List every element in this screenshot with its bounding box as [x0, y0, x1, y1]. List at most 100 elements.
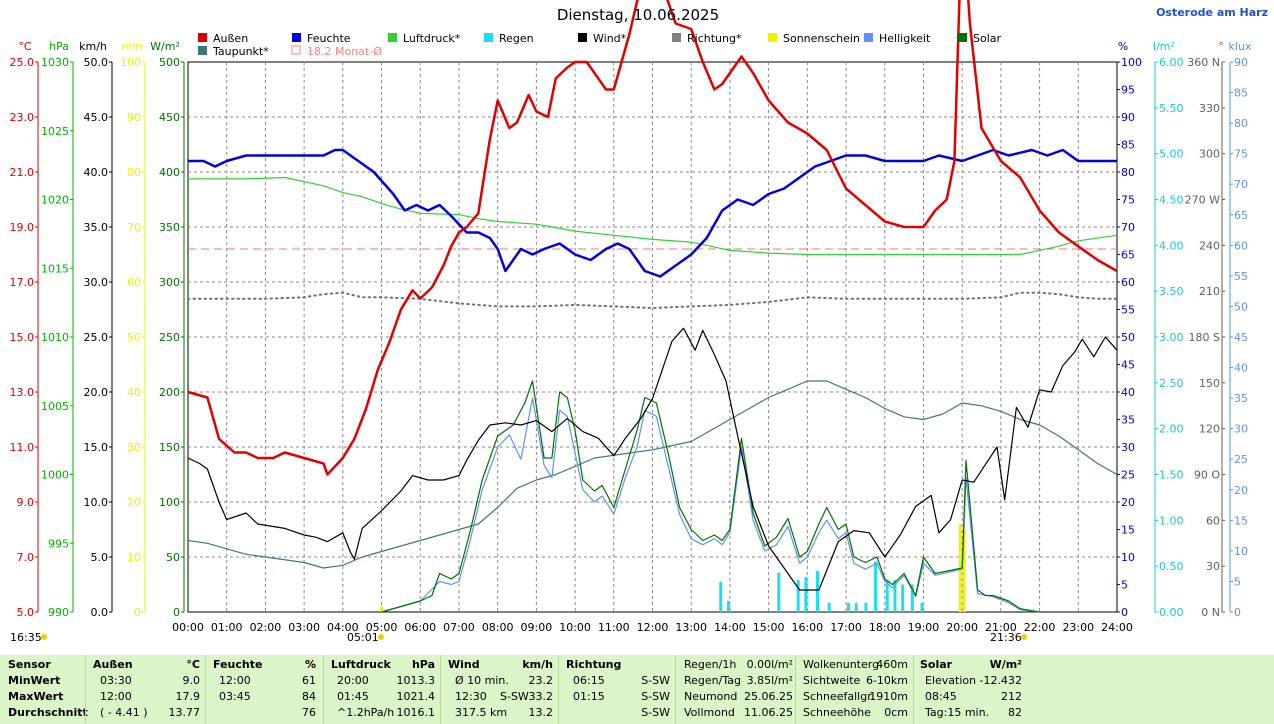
- stats-cell: 13.2: [528, 706, 554, 719]
- stats-cell: 01:15: [573, 690, 605, 703]
- stats-cell: 12:00: [100, 690, 132, 703]
- stats-divider: [85, 655, 86, 724]
- dir-tick-label: 270 W: [1185, 194, 1220, 207]
- dir-tick-label: 150: [1199, 377, 1220, 390]
- stats-cell: S-SW: [641, 674, 670, 687]
- press-tick-label: 1015: [41, 262, 69, 275]
- rain-tick-label: 6.00: [1159, 56, 1184, 69]
- lux-tick-label: 35: [1234, 392, 1248, 405]
- hum-tick-label: 35: [1121, 414, 1135, 427]
- series-line-helligkeit: [381, 397, 1040, 613]
- sun-tick-label: 40: [127, 386, 141, 399]
- stats-cell: 1910m: [869, 690, 908, 703]
- stats-cell: Schneehöhe: [803, 706, 871, 719]
- hum-tick-label: 75: [1121, 194, 1135, 207]
- hum-tick-label: 90: [1121, 111, 1135, 124]
- legend-label: Helligkeit: [879, 32, 931, 45]
- legend-label: Feuchte: [307, 32, 351, 45]
- legend-swatch: [291, 45, 301, 55]
- wind-tick-label: 45.0: [84, 111, 109, 124]
- stats-cell: Elevation: [925, 674, 977, 687]
- stats-cell: ^1.2hPa/h: [337, 706, 395, 719]
- dir-tick-label: 360 N: [1187, 56, 1220, 69]
- wind-tick-label: 10.0: [84, 496, 109, 509]
- dir-tick-label: 0 N: [1201, 606, 1220, 619]
- stats-cell: 17.9: [175, 690, 201, 703]
- legend-label: Wind*: [593, 32, 627, 45]
- stats-cell: Solar: [920, 658, 953, 671]
- time-tick-label: 07:00: [443, 621, 475, 634]
- stats-cell: Außen: [93, 658, 133, 671]
- legend-swatch: [198, 33, 207, 42]
- wind-tick-label: 15.0: [84, 441, 109, 454]
- sun-tick-label: 30: [127, 441, 141, 454]
- dir-axis-unit: °: [1218, 40, 1224, 53]
- hum-tick-label: 85: [1121, 139, 1135, 152]
- wind-axis-unit: km/h: [79, 40, 107, 53]
- rain-bar: [910, 584, 914, 612]
- station-name[interactable]: Osterode am Harz: [1156, 6, 1268, 19]
- temp-tick-label: 17.0: [10, 276, 35, 289]
- hum-tick-label: 30: [1121, 441, 1135, 454]
- temp-tick-label: 5.0: [17, 606, 35, 619]
- hum-tick-label: 45: [1121, 359, 1135, 372]
- legend-label: Taupunkt*: [212, 45, 269, 58]
- rain-tick-label: 0.50: [1159, 560, 1184, 573]
- time-tick-label: 05:00: [366, 621, 398, 634]
- solar-tick-label: 0: [173, 606, 180, 619]
- lux-tick-label: 75: [1234, 148, 1248, 161]
- lux-tick-label: 20: [1234, 484, 1248, 497]
- lux-tick-label: 45: [1234, 331, 1248, 344]
- time-tick-label: 02:00: [250, 621, 282, 634]
- time-tick-label: 17:00: [830, 621, 862, 634]
- sunshine-bar: [380, 606, 384, 612]
- lux-tick-label: 55: [1234, 270, 1248, 283]
- solar-axis-unit: W/m²: [150, 40, 180, 53]
- stats-cell: 460m: [876, 658, 908, 671]
- rain-tick-label: 3.50: [1159, 285, 1184, 298]
- legend: Außen Feuchte Luftdruck* Regen Wind* Richtung…: [198, 32, 1002, 58]
- stats-cell: ( - 4.41 ): [100, 706, 148, 719]
- dir-tick-label: 60: [1206, 514, 1220, 527]
- series-line-taupunkt: [187, 380, 1118, 569]
- time-tick-label: 10:00: [559, 621, 591, 634]
- stats-divider: [558, 655, 559, 724]
- stats-cell: km/h: [522, 658, 553, 671]
- sun-tick-label: 50: [127, 331, 141, 344]
- rain-bar: [874, 561, 878, 612]
- legend-label: Richtung*: [687, 32, 742, 45]
- hum-tick-label: 65: [1121, 249, 1135, 262]
- stats-cell: Vollmond: [684, 706, 735, 719]
- rain-tick-label: 1.00: [1159, 514, 1184, 527]
- lux-tick-label: 25: [1234, 453, 1248, 466]
- legend-swatch: [198, 46, 207, 55]
- rain-bar: [827, 602, 831, 612]
- stats-divider: [795, 655, 796, 724]
- legend-swatch: [292, 33, 301, 42]
- stats-divider: [913, 655, 914, 724]
- series-line-solar: [381, 380, 1040, 613]
- stats-cell: 12:00: [219, 674, 251, 687]
- series-line-auen: [187, 0, 1118, 476]
- stats-cell: Regen/Tag: [684, 674, 741, 687]
- stats-cell: S-SW: [641, 690, 670, 703]
- dir-tick-label: 90 O: [1194, 469, 1220, 482]
- solar-tick-label: 200: [159, 386, 180, 399]
- wind-tick-label: 35.0: [84, 221, 109, 234]
- rain-bar: [796, 579, 800, 612]
- rain-tick-label: 4.50: [1159, 194, 1184, 207]
- time-tick-label: 21:00: [985, 621, 1017, 634]
- time-tick-label: 04:00: [327, 621, 359, 634]
- series-line-feuchte: [188, 148, 1117, 278]
- stats-cell: 0.00l/m²: [746, 658, 793, 671]
- legend-swatch: [388, 33, 397, 42]
- stats-cell: Schneefallgr.: [803, 690, 875, 703]
- stats-cell: 1021.4: [396, 690, 436, 703]
- legend-swatch: [768, 33, 777, 42]
- time-tick-label: 19:00: [908, 621, 940, 634]
- time-tick-label: 24:00: [1101, 621, 1133, 634]
- lux-tick-label: 65: [1234, 209, 1248, 222]
- sun-tick-label: 60: [127, 276, 141, 289]
- weather-chart: °C 25.0 23.0 21.0 19.0 17.0 15.0 13.0 11.0 9.0 7.0…: [10, 0, 1268, 644]
- stats-cell: 0cm: [884, 706, 908, 719]
